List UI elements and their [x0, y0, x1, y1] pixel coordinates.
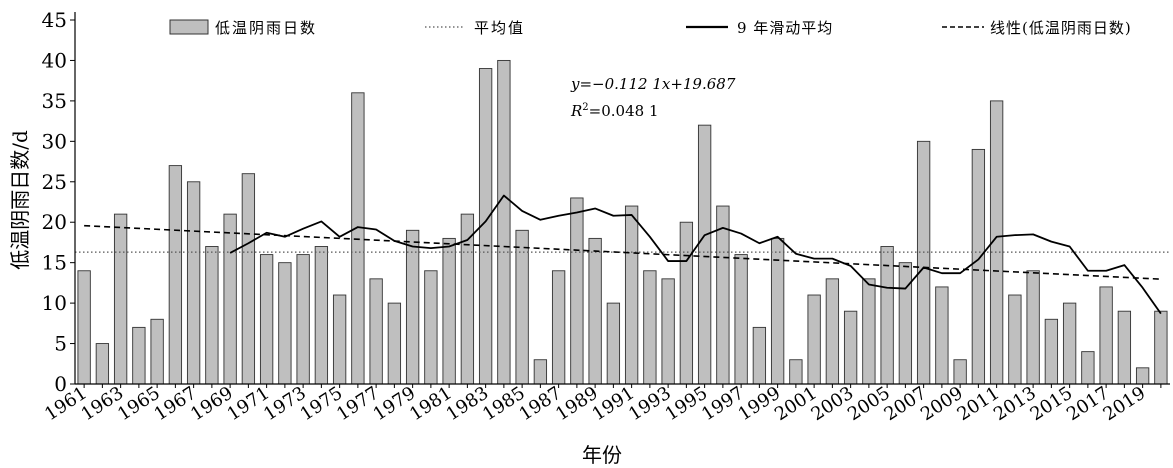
bar-1968: [205, 246, 219, 385]
legend-label-mean: 平均值: [474, 19, 525, 37]
bar-1963: [113, 213, 128, 385]
bar-2006: [898, 262, 913, 385]
overlays-group: [75, 194, 1170, 315]
equation-line-1: y=−0.112 1x+19.687: [570, 75, 736, 93]
legend-label-linear: 线性(低温阴雨日数): [990, 19, 1132, 37]
legend-label-moving: 9 年滑动平均: [737, 19, 833, 37]
equation-r-symbol: R: [570, 102, 582, 120]
bar-1964: [132, 326, 146, 385]
bar-1994: [679, 221, 694, 385]
bar-1962: [95, 343, 110, 385]
bar-1975: [332, 294, 347, 385]
bar-1961: [77, 270, 91, 385]
bar-2008: [935, 286, 949, 385]
bar-1972: [278, 262, 292, 385]
bar-1969: [223, 213, 237, 385]
bar-2015: [1062, 302, 1077, 385]
y-tick-label-20: 20: [42, 210, 67, 234]
bar-1998: [752, 326, 767, 385]
bar-1996: [716, 205, 730, 385]
bar-2001: [807, 294, 821, 385]
bar-1967: [186, 181, 201, 385]
bar-1978: [387, 302, 402, 385]
y-tick-label-25: 25: [42, 170, 67, 194]
bar-1993: [661, 278, 675, 385]
bar-1984: [497, 59, 511, 385]
bar-2002: [825, 278, 840, 385]
bar-2007: [916, 140, 931, 385]
y-tick-label-10: 10: [42, 291, 67, 315]
bar-1965: [150, 318, 164, 385]
bar-1991: [624, 205, 639, 385]
y-axis-label: 低温阴雨日数/d: [8, 130, 32, 270]
bar-2003: [843, 310, 858, 385]
y-tick-label-15: 15: [42, 251, 67, 275]
bar-2016: [1081, 351, 1095, 385]
bar-2005: [880, 246, 894, 385]
bar-2009: [953, 359, 967, 385]
bar-2017: [1099, 286, 1113, 385]
x-tick-label-2019: 2019: [1099, 383, 1149, 426]
bar-1979: [405, 229, 420, 385]
bar-1985: [515, 229, 529, 385]
bar-2000: [789, 359, 803, 385]
bar-1970: [241, 173, 256, 385]
legend: 低温阴雨日数 平均值 9 年滑动平均 线性(低温阴雨日数): [169, 19, 1132, 37]
bar-1971: [259, 254, 274, 385]
bar-1989: [588, 237, 602, 385]
equation-r-sup: 2: [582, 102, 588, 113]
bar-1981: [442, 237, 456, 385]
bar-1992: [643, 270, 657, 385]
y-tick-label-30: 30: [42, 129, 67, 153]
bar-1988: [570, 197, 584, 385]
y-tick-label-35: 35: [42, 89, 67, 113]
bar-1974: [314, 246, 329, 385]
bar-1995: [697, 124, 712, 385]
bar-1986: [533, 359, 548, 385]
x-axis-label: 年份: [582, 443, 622, 467]
y-tick-label-5: 5: [54, 332, 67, 356]
legend-swatch-bar: [169, 19, 209, 35]
bar-1987: [551, 270, 566, 385]
bar-2014: [1044, 318, 1059, 385]
bar-1966: [168, 165, 183, 385]
equation-r-value: =0.048 1: [589, 102, 659, 120]
regression-equation: y=−0.112 1x+19.687 R2=0.048 1: [570, 75, 736, 120]
moving-average-line: [229, 194, 1162, 315]
y-tick-label-40: 40: [42, 48, 67, 72]
bar-1977: [369, 278, 383, 385]
bar-2018: [1117, 310, 1132, 385]
bar-2020: [1154, 310, 1168, 385]
bar-1997: [734, 254, 748, 385]
bar-2010: [971, 148, 986, 385]
bar-2013: [1026, 270, 1040, 385]
bar-2004: [862, 278, 876, 385]
axes-group: [74, 12, 1170, 385]
bar-1990: [606, 302, 621, 385]
bar-1973: [296, 254, 310, 385]
bar-1980: [424, 270, 438, 385]
bar-1976: [351, 92, 365, 385]
y-tick-label-0: 0: [54, 372, 67, 396]
legend-label-bar: 低温阴雨日数: [215, 19, 317, 37]
bar-2019: [1135, 367, 1150, 385]
y-tick-label-45: 45: [42, 8, 67, 32]
bar-2012: [1008, 294, 1022, 385]
equation-line-2: R2=0.048 1: [570, 102, 659, 120]
